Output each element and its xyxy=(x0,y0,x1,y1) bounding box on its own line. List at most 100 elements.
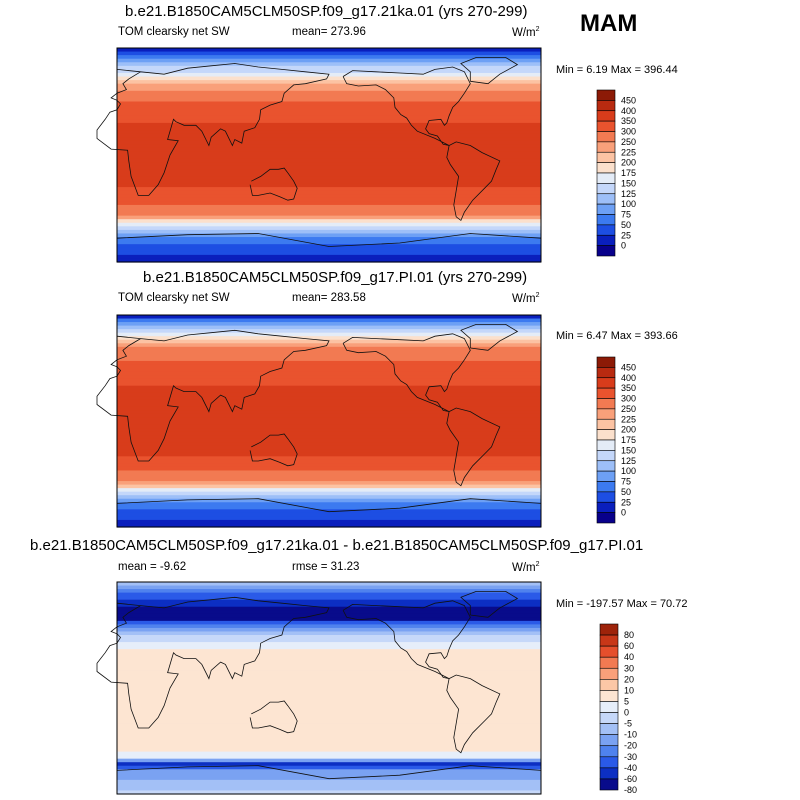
coastline xyxy=(460,57,519,85)
colorbar-box xyxy=(596,491,616,503)
zonal-band xyxy=(117,339,541,344)
zonal-band xyxy=(117,631,541,636)
zonal-band xyxy=(117,69,541,74)
colorbar-tick-label: 400 xyxy=(621,373,636,383)
colorbar-tick-label: -80 xyxy=(624,785,637,795)
zonal-band xyxy=(117,410,541,415)
colorbar-box xyxy=(596,224,616,236)
colorbar-box xyxy=(596,398,616,410)
map-frame xyxy=(116,314,542,528)
coastline xyxy=(460,323,519,351)
zonal-band xyxy=(117,786,541,792)
zonal-band xyxy=(117,673,541,678)
colorbar-tick-label: 100 xyxy=(621,466,636,476)
zonal-band xyxy=(117,204,541,210)
zonal-band xyxy=(117,652,541,657)
zonal-band xyxy=(117,684,541,689)
zonal-band xyxy=(117,251,541,256)
zonal-band xyxy=(117,596,541,601)
colorbar-box xyxy=(599,623,619,636)
zonal-band xyxy=(117,130,541,135)
zonal-band xyxy=(117,456,541,461)
panel2-left-label: TOM clearsky net SW xyxy=(118,292,230,304)
colorbar-box xyxy=(596,460,616,472)
zonal-band xyxy=(117,176,541,181)
zonal-band xyxy=(117,705,541,710)
zonal-band xyxy=(117,155,541,160)
zonal-band xyxy=(117,87,541,92)
zonal-band xyxy=(117,90,541,95)
colorbar-box xyxy=(596,245,616,257)
coastline xyxy=(446,674,501,754)
zonal-band xyxy=(117,119,541,124)
zonal-band xyxy=(117,627,541,633)
colorbar-box xyxy=(599,723,619,735)
map-frame xyxy=(116,47,542,263)
colorbar-box xyxy=(599,656,619,669)
zonal-band xyxy=(117,523,541,528)
colorbar-box xyxy=(596,408,616,420)
colorbar-tick-label: 80 xyxy=(624,630,634,640)
zonal-band xyxy=(117,723,541,728)
colorbar-box xyxy=(596,377,616,389)
zonal-band xyxy=(117,343,541,348)
colorbar-tick-label: 60 xyxy=(624,641,634,651)
zonal-band xyxy=(117,346,541,351)
zonal-band xyxy=(117,375,541,380)
zonal-band xyxy=(117,413,541,419)
colorbar-box xyxy=(596,89,616,101)
coastline xyxy=(460,591,519,618)
zonal-band xyxy=(117,229,541,235)
coastline xyxy=(96,596,330,729)
zonal-band xyxy=(117,137,541,142)
zonal-band xyxy=(117,702,541,707)
zonal-band xyxy=(117,642,541,647)
colorbar-tick-label: 10 xyxy=(624,685,634,695)
zonal-band xyxy=(117,769,541,774)
colorbar-box xyxy=(599,767,619,780)
colorbar-box xyxy=(596,429,616,441)
zonal-band xyxy=(117,592,541,597)
zonal-band xyxy=(117,484,541,489)
zonal-band xyxy=(117,208,541,213)
zonal-band xyxy=(117,512,541,517)
zonal-band xyxy=(117,772,541,777)
zonal-band xyxy=(117,165,541,170)
colorbar-tick-label: 225 xyxy=(621,147,636,157)
zonal-band xyxy=(117,617,541,622)
coastline xyxy=(96,63,330,196)
colorbar-box xyxy=(596,120,616,132)
zonal-band xyxy=(117,55,541,60)
colorbar-tick-label: -20 xyxy=(624,741,637,751)
zonal-band xyxy=(117,357,541,362)
colorbar-tick-label: 30 xyxy=(624,663,634,673)
zonal-band xyxy=(117,470,541,475)
panel2-title: b.e21.B1850CAM5CLM50SP.f09_g17.PI.01 (yr… xyxy=(143,269,528,286)
colorbar-box xyxy=(596,131,616,143)
colorbar-box xyxy=(596,162,616,174)
zonal-band xyxy=(117,477,541,482)
zonal-band xyxy=(117,733,541,739)
colorbar-tick-label: 400 xyxy=(621,106,636,116)
zonal-band xyxy=(117,399,541,404)
colorbar-tick-label: 150 xyxy=(621,178,636,188)
colorbar-box xyxy=(596,439,616,451)
zonal-band xyxy=(117,105,541,110)
colorbar-tick-label: 25 xyxy=(621,230,631,240)
zonal-band xyxy=(117,449,541,454)
zonal-band xyxy=(117,498,541,503)
colorbar-tick-label: 20 xyxy=(624,674,634,684)
zonal-band xyxy=(117,226,541,231)
zonal-band xyxy=(117,463,541,468)
zonal-band xyxy=(117,76,541,81)
colorbar-box xyxy=(596,141,616,153)
zonal-band xyxy=(117,438,541,443)
coastline xyxy=(342,66,471,146)
zonal-band xyxy=(117,187,541,192)
colorbar-tick-label: 250 xyxy=(621,137,636,147)
colorbar-tick-label: 50 xyxy=(621,220,631,230)
zonal-band xyxy=(117,392,541,397)
colorbar-tick-label: 50 xyxy=(621,487,631,497)
